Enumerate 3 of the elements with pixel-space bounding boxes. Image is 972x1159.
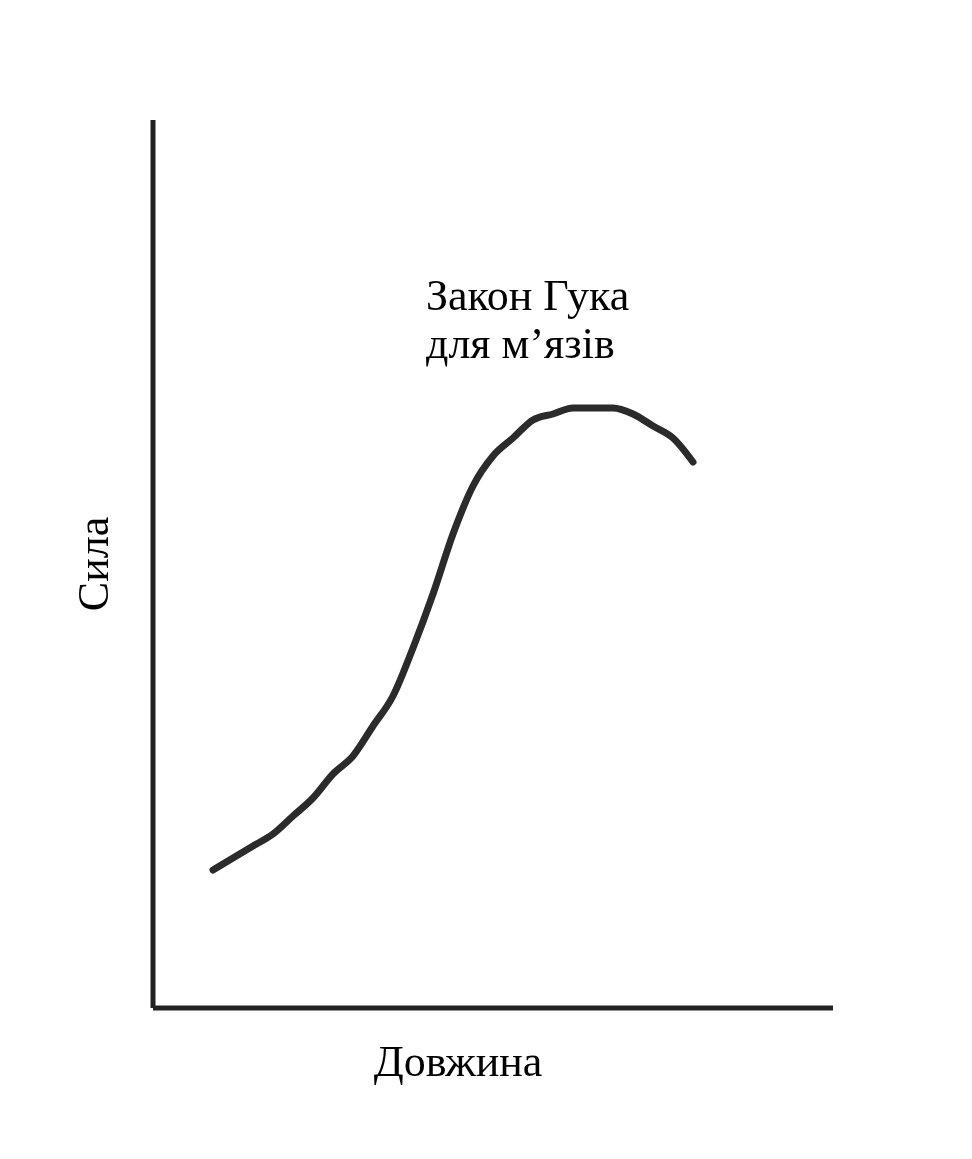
x-axis-title: Довжина <box>373 1037 543 1086</box>
y-axis-title: Сила <box>69 516 118 612</box>
text: Закон Гука для м’язів <box>426 271 630 368</box>
